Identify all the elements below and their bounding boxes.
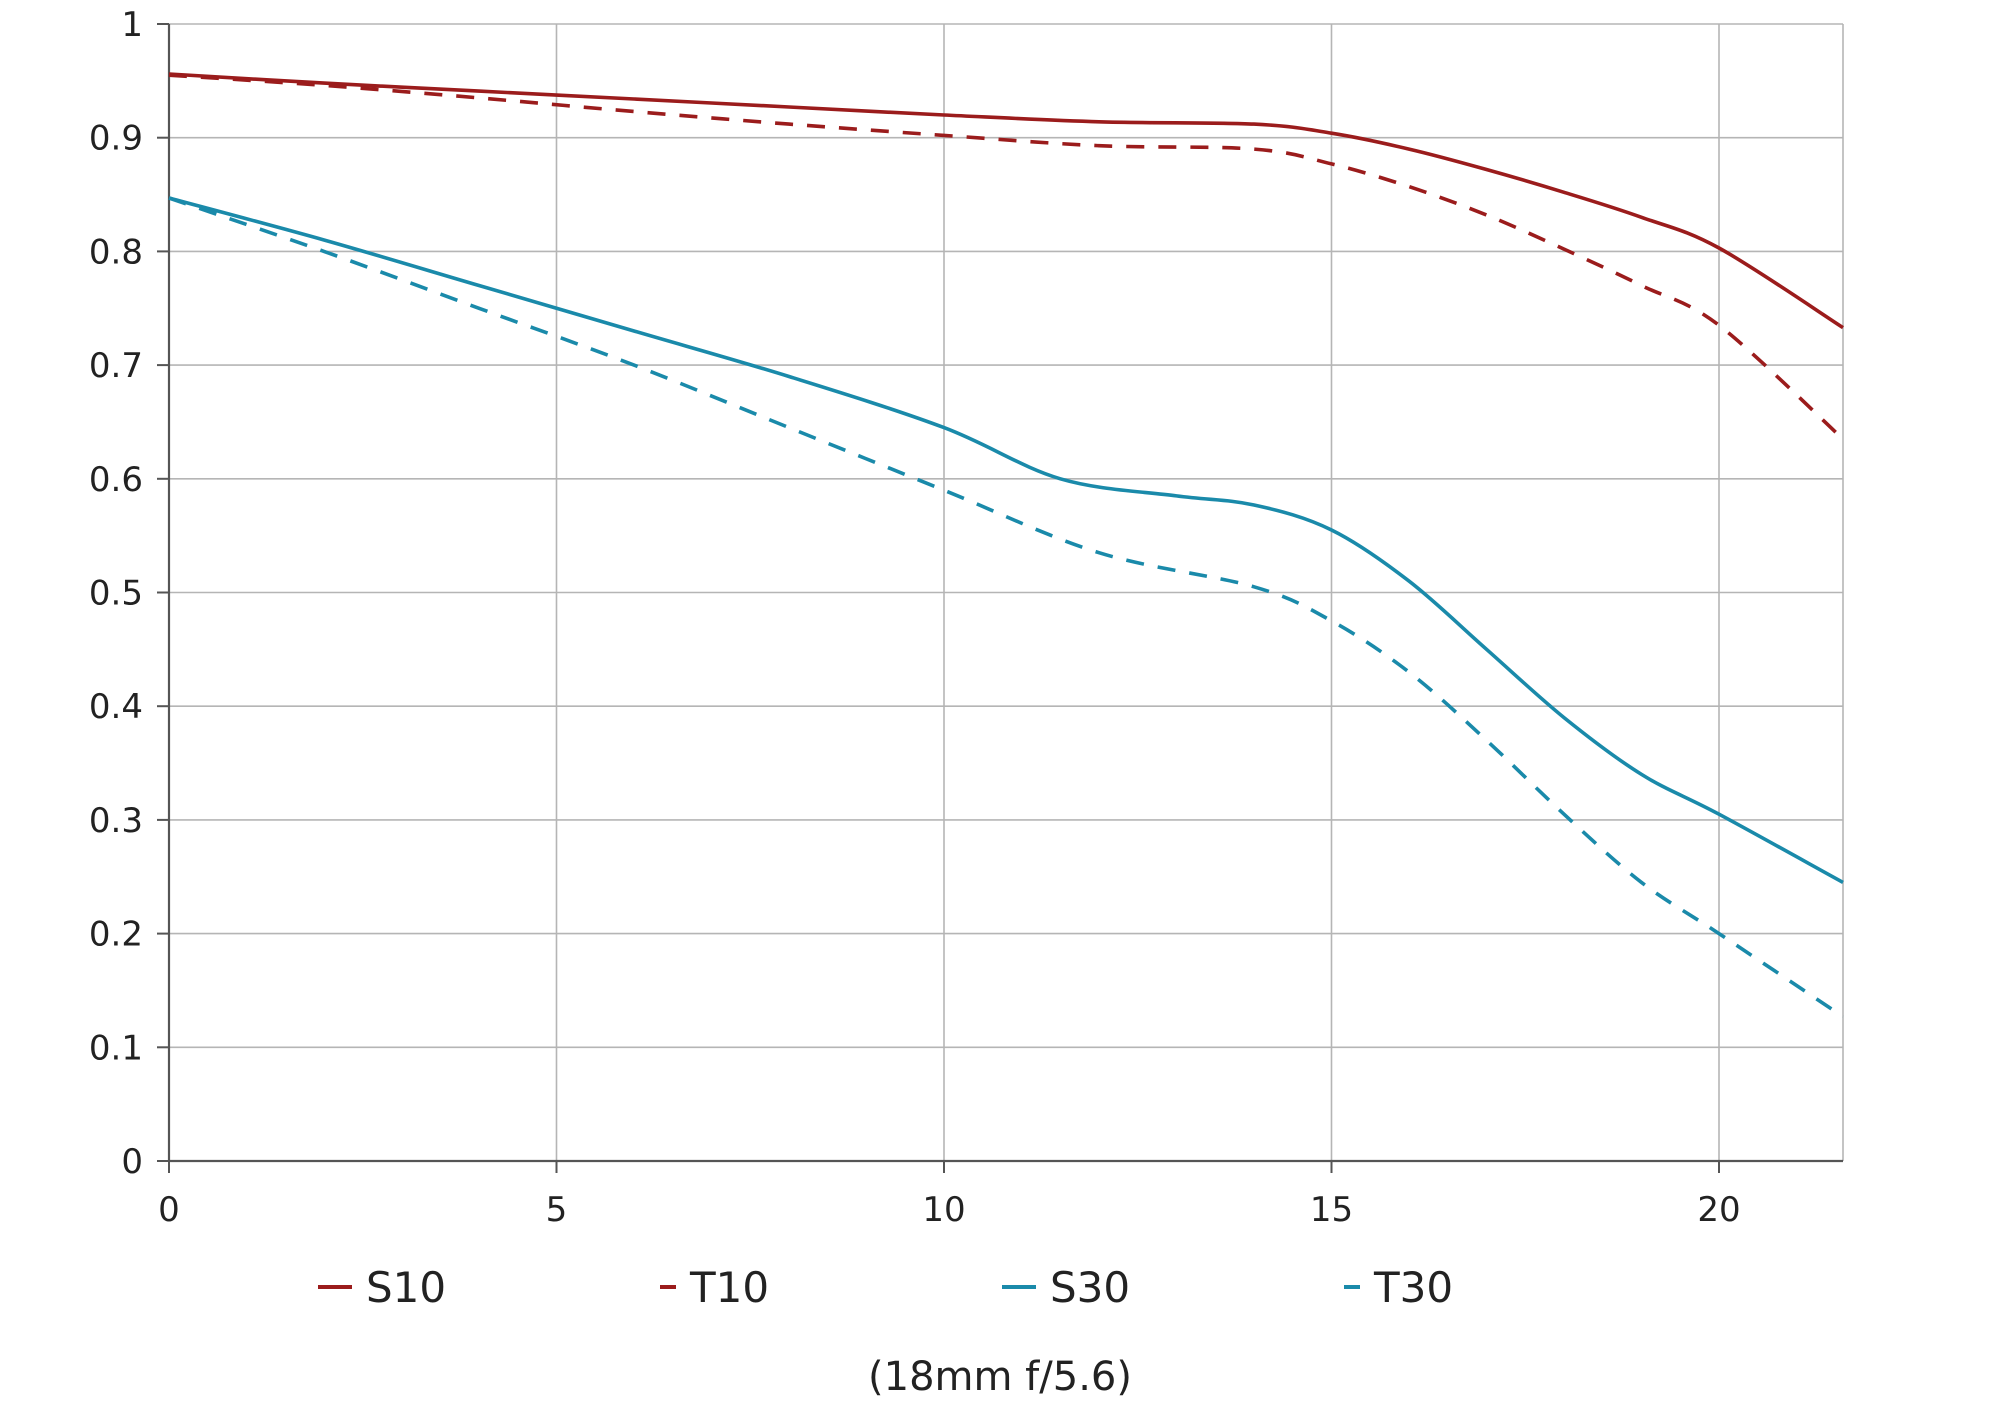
y-tick-label: 0.9 xyxy=(89,119,143,159)
series-line-s30 xyxy=(168,196,1844,884)
y-tick-label: 0.6 xyxy=(89,460,143,500)
grid-lines xyxy=(168,23,1844,1162)
y-tick-label: 0.5 xyxy=(89,574,143,614)
y-tick-label: 0.3 xyxy=(89,801,143,841)
series-line-s10 xyxy=(168,72,1844,330)
x-tick-label: 5 xyxy=(546,1190,568,1230)
y-tick-label: 0 xyxy=(121,1142,143,1182)
legend-label-s10: S10 xyxy=(366,1263,446,1312)
x-tick-label: 0 xyxy=(158,1190,180,1230)
legend-label-s30: S30 xyxy=(1050,1263,1130,1312)
y-tick-label: 0.7 xyxy=(89,346,143,386)
y-tick-label: 1 xyxy=(121,5,143,45)
legend-label-t30: T30 xyxy=(1373,1263,1453,1312)
x-tick-label: 15 xyxy=(1310,1190,1353,1230)
y-tick-labels: 0 0.1 0.2 0.3 0.4 0.5 0.6 0.7 0.8 0.9 1 xyxy=(89,5,143,1182)
legend: S10 T10 S30 T30 xyxy=(318,1263,1453,1312)
series-lines xyxy=(168,72,1845,1019)
x-tick-label: 20 xyxy=(1697,1190,1740,1230)
series-line-t10 xyxy=(168,73,1845,441)
axes xyxy=(157,23,1843,1173)
x-tick-label: 10 xyxy=(922,1190,965,1230)
y-tick-label: 0.4 xyxy=(89,687,143,727)
chart-caption: (18mm f/5.6) xyxy=(868,1354,1132,1400)
y-tick-label: 0.1 xyxy=(89,1028,143,1068)
legend-label-t10: T10 xyxy=(689,1263,769,1312)
series-line-t30 xyxy=(168,196,1844,1019)
x-tick-labels: 0 5 10 15 20 xyxy=(158,1190,1740,1230)
y-tick-label: 0.2 xyxy=(89,915,143,955)
y-tick-label: 0.8 xyxy=(89,232,143,272)
